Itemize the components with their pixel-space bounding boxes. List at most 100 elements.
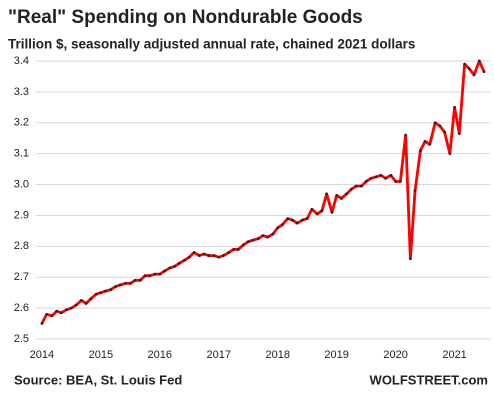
data-point: [305, 217, 309, 220]
data-point: [295, 221, 299, 225]
data-point: [183, 258, 186, 262]
data-point: [453, 106, 456, 109]
data-point: [198, 254, 201, 257]
data-point: [74, 303, 78, 307]
data-point: [104, 289, 107, 293]
data-point: [448, 152, 452, 155]
data-point: [139, 279, 142, 282]
source: Source: BEA, St. Louis Fed: [14, 372, 182, 387]
data-point: [89, 297, 93, 301]
y-tick-label: 3.4: [14, 55, 29, 67]
data-point: [286, 217, 290, 220]
data-point: [478, 59, 481, 63]
data-point: [129, 282, 132, 285]
data-point: [413, 189, 417, 193]
data-point: [222, 254, 225, 257]
data-point: [232, 248, 235, 251]
x-tick-label: 2018: [265, 349, 289, 361]
data-point: [457, 132, 461, 135]
y-tick-label: 2.6: [14, 302, 29, 314]
data-point: [251, 238, 255, 242]
data-point: [315, 212, 319, 216]
data-point: [399, 180, 402, 183]
data-point: [227, 251, 231, 254]
x-tick-label: 2015: [89, 349, 113, 361]
data-point: [124, 282, 127, 285]
data-point: [443, 130, 446, 134]
y-tick-label: 2.5: [14, 333, 29, 345]
data-point: [433, 121, 437, 125]
data-line: [40, 59, 486, 325]
data-point: [345, 192, 348, 196]
y-tick-label: 2.9: [14, 209, 29, 221]
data-point: [428, 143, 432, 146]
data-point: [350, 187, 353, 191]
data-point: [94, 292, 98, 296]
data-point: [55, 309, 58, 313]
data-point: [192, 251, 196, 254]
data-point: [384, 177, 387, 180]
data-point: [84, 302, 88, 305]
data-point: [394, 180, 397, 183]
data-point: [310, 207, 314, 211]
y-tick-label: 2.7: [14, 271, 29, 283]
data-point: [207, 254, 211, 257]
data-point: [463, 62, 466, 66]
data-point: [423, 140, 427, 143]
data-point: [212, 254, 216, 257]
data-point: [60, 311, 63, 315]
data-point: [301, 218, 304, 222]
data-point: [379, 173, 383, 177]
x-tick-label: 2017: [207, 349, 231, 361]
data-point: [187, 255, 191, 259]
data-point: [153, 272, 157, 276]
brand: WOLFSTREET.com: [370, 372, 488, 387]
data-point: [325, 192, 328, 196]
data-point: [409, 257, 412, 260]
x-tick-label: 2020: [383, 349, 407, 361]
data-point: [114, 285, 117, 288]
data-point: [177, 262, 181, 265]
data-point: [419, 149, 422, 152]
data-point: [246, 240, 250, 243]
data-point: [65, 308, 68, 311]
data-point: [109, 288, 113, 291]
data-point: [320, 209, 324, 213]
data-point: [99, 291, 103, 294]
data-point: [360, 184, 363, 188]
data-point: [271, 232, 275, 236]
data-point: [261, 234, 265, 237]
y-tick-label: 3.0: [14, 178, 29, 190]
y-tick-label: 3.1: [14, 148, 29, 160]
y-tick-label: 3.2: [14, 117, 29, 129]
data-point: [163, 269, 166, 273]
data-point: [202, 252, 206, 256]
data-point: [374, 175, 378, 179]
data-point: [236, 248, 240, 251]
data-point: [242, 243, 245, 247]
data-point: [45, 312, 48, 316]
data-point: [340, 197, 343, 200]
x-tick-label: 2021: [442, 349, 466, 361]
data-point: [173, 265, 176, 268]
data-point: [389, 173, 393, 177]
x-tick-label: 2019: [324, 349, 348, 361]
data-point: [50, 314, 54, 318]
data-point: [364, 180, 368, 183]
data-point: [70, 306, 73, 310]
data-point: [40, 322, 44, 325]
data-point: [468, 67, 471, 71]
data-point: [438, 124, 442, 128]
data-point: [472, 73, 476, 77]
data-point: [168, 266, 172, 270]
data-point: [217, 255, 221, 259]
chart-title: "Real" Spending on Nondurable Goods: [8, 7, 363, 28]
data-point: [256, 237, 260, 240]
data-point: [158, 272, 162, 276]
data-point: [133, 279, 137, 282]
data-point: [330, 211, 334, 214]
x-tick-label: 2014: [30, 349, 54, 361]
x-tick-label: 2016: [148, 349, 172, 361]
data-point: [369, 177, 373, 180]
